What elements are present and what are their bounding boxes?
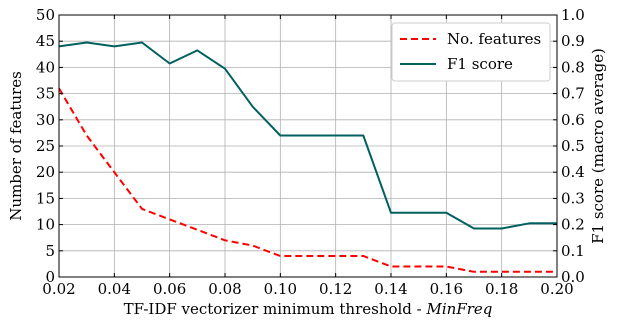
y-left-tick-label: 5 (45, 242, 55, 260)
y-right-tick-label: 0.3 (561, 189, 585, 207)
x-axis-label: TF-IDF vectorizer minimum threshold - Mi… (124, 300, 493, 318)
y-right-tick-label: 0.6 (561, 111, 585, 129)
x-tick-label: 0.10 (264, 280, 297, 298)
y-right-tick-label: 0.0 (561, 268, 585, 286)
y-right-tick-label: 0.7 (561, 85, 585, 103)
x-tick-label: 0.06 (153, 280, 186, 298)
y-axis-right-label: F1 score (macro average) (589, 48, 607, 244)
legend-box (391, 22, 551, 82)
x-tick-label: 0.12 (319, 280, 352, 298)
y-right-tick-label: 1.0 (561, 6, 585, 24)
x-tick-label: 0.20 (540, 280, 573, 298)
y-left-tick-label: 0 (45, 268, 55, 286)
ticks: 0.02 0.04 0.06 0.08 0.10 0.12 0.14 0.16 0.18 0.20… (36, 6, 585, 298)
x-tick-label: 0.14 (374, 280, 407, 298)
y-left-tick-label: 50 (36, 6, 55, 24)
x-tick-label: 0.08 (208, 280, 241, 298)
legend-label-f1-score: F1 score (447, 55, 513, 73)
y-left-tick-label: 10 (36, 216, 55, 234)
series-line-no-features (58, 87, 557, 273)
legend-label-no-features: No. features (447, 30, 541, 48)
y-left-tick-label: 35 (36, 85, 55, 103)
y-right-tick-label: 0.2 (561, 216, 585, 234)
y-right-tick-label: 0.4 (561, 163, 585, 181)
y-left-tick-label: 20 (36, 163, 55, 181)
series-line-f1-score (58, 41, 557, 230)
x-axis-label-variable: MinFreq (426, 300, 493, 318)
y-right-tick-label: 0.5 (561, 137, 585, 155)
y-left-tick-label: 25 (36, 137, 55, 155)
legend: No. features F1 score (391, 22, 551, 82)
y-left-tick-label: 40 (36, 58, 55, 76)
y-left-tick-label: 45 (36, 32, 55, 50)
y-right-tick-label: 0.1 (561, 242, 585, 260)
y-right-tick-label: 0.9 (561, 32, 585, 50)
x-tick-label: 0.16 (430, 280, 463, 298)
x-tick-label: 0.04 (98, 280, 131, 298)
y-right-tick-label: 0.8 (561, 58, 585, 76)
series-layer (58, 41, 557, 273)
y-left-tick-label: 30 (36, 111, 55, 129)
x-tick-label: 0.18 (485, 280, 518, 298)
y-left-tick-label: 15 (36, 189, 55, 207)
x-tick-label: 0.02 (42, 280, 75, 298)
y-axis-left-label: Number of features (7, 71, 25, 221)
